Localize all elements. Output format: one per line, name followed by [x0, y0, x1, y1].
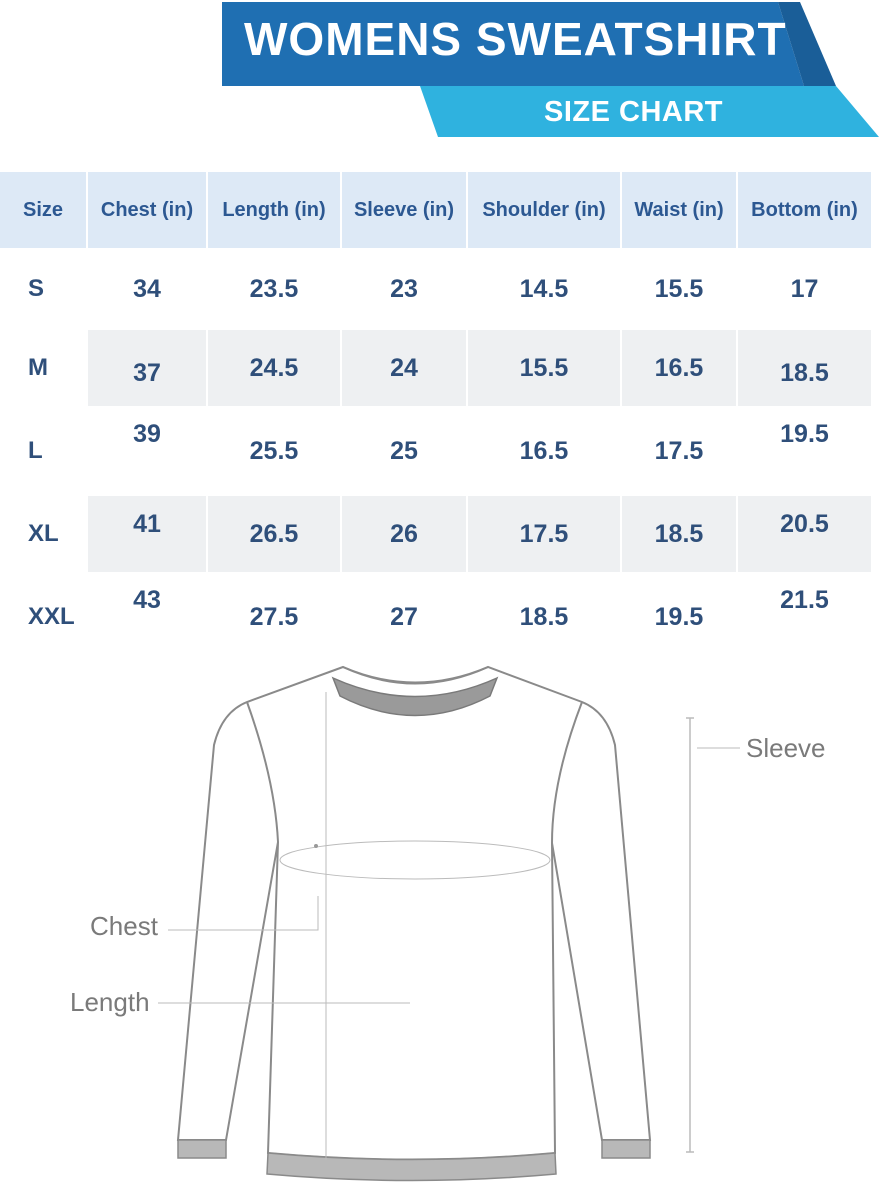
table-cell-sleeve: 24 — [342, 330, 466, 406]
table-cell-shoulder: 17.5 — [468, 496, 620, 572]
table-cell-sleeve: 26 — [342, 496, 466, 572]
collar-rib — [331, 676, 499, 717]
table-cell-bottom: 17 — [790, 274, 819, 303]
table-cell-waist: 18.5 — [622, 496, 736, 572]
table-cell-bottom: 19.5 — [780, 420, 829, 448]
table-cell-shoulder: 18.5 — [519, 602, 569, 631]
chest-measure-ellipse — [279, 840, 551, 880]
column-header-shoulder: Shoulder (in) — [468, 172, 620, 248]
chest-leader-line — [168, 896, 319, 931]
column-header-sleeve: Sleeve (in) — [342, 172, 466, 248]
table-cell-waist: 15.5 — [654, 274, 704, 303]
table-cell-shoulder: 16.5 — [519, 436, 569, 465]
neckline — [342, 666, 489, 685]
table-cell-sleeve: 23 — [390, 274, 418, 303]
table-cell-bottom: 18.5 — [738, 330, 871, 406]
page-subtitle: SIZE CHART — [544, 96, 723, 128]
hem-rib — [266, 1152, 557, 1182]
page-title: WOMENS SWEATSHIRT — [244, 13, 787, 65]
table-cell-length: 27.5 — [249, 602, 299, 631]
table-cell-size: S — [28, 275, 45, 302]
table-cell-sleeve: 25 — [390, 436, 418, 465]
sweatshirt-body — [176, 665, 652, 1161]
sleeve-label: Sleeve — [746, 733, 826, 763]
sweatshirt-outline-icon — [158, 665, 740, 1182]
table-cell-chest: 37 — [88, 330, 206, 406]
title-ribbon — [222, 2, 804, 86]
column-header-waist: Waist (in) — [622, 172, 736, 248]
table-cell-length: 26.5 — [208, 496, 340, 572]
subtitle-ribbon — [420, 86, 879, 137]
table-cell-length: 23.5 — [249, 274, 299, 303]
chest-label: Chest — [90, 911, 158, 941]
table-cell-size: M — [28, 354, 48, 381]
banner-shapes — [222, 2, 879, 137]
header-banner: WOMENS SWEATSHIRT SIZE CHART — [0, 0, 879, 140]
table-cell-bottom: 21.5 — [780, 586, 829, 614]
left-cuff — [177, 1139, 227, 1159]
table-cell-size: L — [28, 437, 43, 464]
table-cell-chest: 43 — [133, 586, 161, 614]
chest-measure-dot — [314, 844, 318, 848]
length-label: Length — [70, 987, 150, 1017]
table-cell-bottom: 20.5 — [738, 496, 871, 572]
table-cell-chest: 41 — [88, 496, 206, 572]
table-cell-length: 24.5 — [208, 330, 340, 406]
table-cell-size: XXL — [28, 603, 75, 630]
table-cell-size: XL — [28, 520, 59, 547]
column-header-length: Length (in) — [208, 172, 340, 248]
table-cell-waist: 17.5 — [654, 436, 704, 465]
ribbon-fold — [778, 2, 836, 86]
right-cuff — [601, 1139, 651, 1159]
table-cell-length: 25.5 — [249, 436, 299, 465]
column-header-chest: Chest (in) — [88, 172, 206, 248]
table-cell-chest: 34 — [133, 274, 161, 303]
table-cell-sleeve: 27 — [390, 602, 418, 631]
column-header-bottom: Bottom (in) — [738, 172, 871, 248]
column-header-size: Size — [0, 172, 86, 248]
size-table: Size Chest (in) Length (in) Sleeve (in) … — [0, 172, 879, 662]
table-cell-chest: 39 — [133, 420, 161, 448]
table-cell-shoulder: 14.5 — [519, 274, 569, 303]
table-cell-waist: 16.5 — [622, 330, 736, 406]
table-cell-waist: 19.5 — [654, 602, 704, 631]
table-cell-shoulder: 15.5 — [468, 330, 620, 406]
